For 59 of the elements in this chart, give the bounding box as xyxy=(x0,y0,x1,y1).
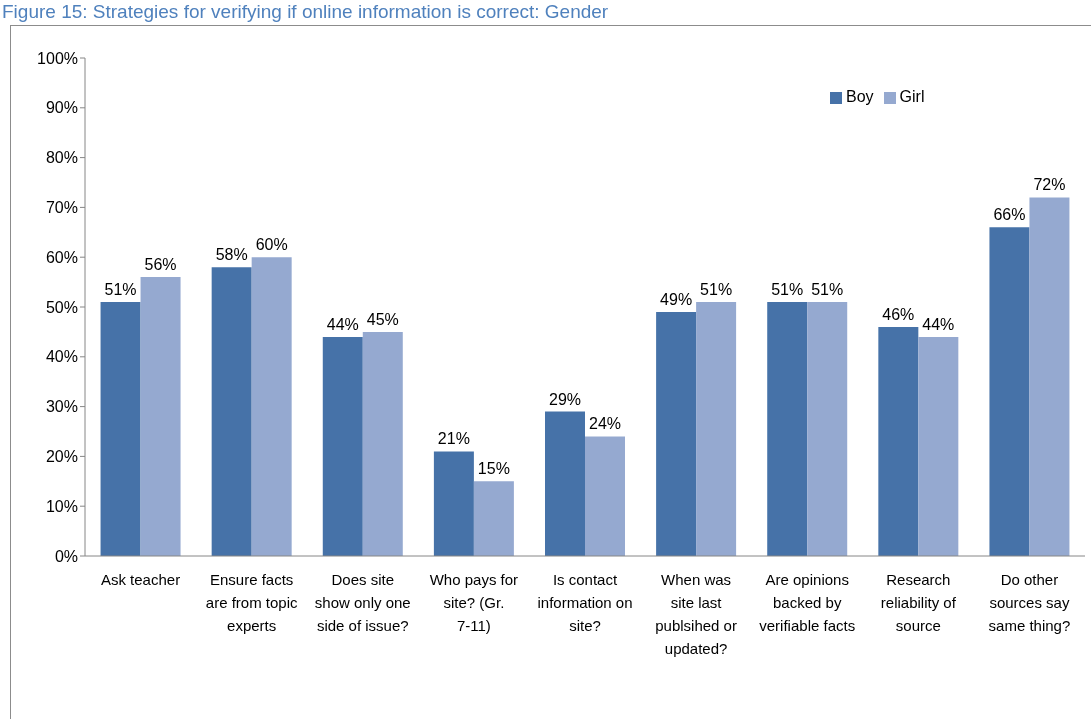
y-tick-label: 80% xyxy=(45,149,78,167)
bar xyxy=(211,267,252,556)
bar xyxy=(1029,197,1070,556)
bar xyxy=(807,302,848,556)
y-tick-label: 0% xyxy=(54,547,78,565)
data-label: 51% xyxy=(104,281,137,299)
x-tick-label: When was site last publsihed or updated? xyxy=(655,570,737,657)
data-label: 66% xyxy=(993,206,1026,224)
y-tick-label: 20% xyxy=(45,448,78,466)
data-label: 58% xyxy=(215,246,248,264)
bar xyxy=(545,411,585,556)
y-tick-label: 10% xyxy=(45,497,78,515)
data-label: 49% xyxy=(660,290,693,308)
bar xyxy=(433,451,474,556)
data-label: 24% xyxy=(588,415,622,433)
data-label: 45% xyxy=(366,310,399,328)
legend-label: Boy xyxy=(846,88,874,105)
legend-label: Girl xyxy=(899,88,925,105)
y-tick-label: 90% xyxy=(45,99,78,117)
x-tick-label: Ask teacher xyxy=(100,570,181,588)
y-tick-label: 60% xyxy=(45,248,78,266)
data-label: 60% xyxy=(255,236,288,254)
data-label: 29% xyxy=(548,390,582,408)
chart-title: Figure 15: Strategies for verifying if online information is correct: Gender xyxy=(2,1,609,23)
y-tick-label: 30% xyxy=(45,398,78,416)
data-label: 44% xyxy=(922,315,955,333)
bar xyxy=(767,302,808,556)
y-tick-label: 100% xyxy=(37,49,78,67)
x-tick-label: Do other sources say same thing? xyxy=(988,570,1071,634)
data-label: 51% xyxy=(700,281,733,299)
bar xyxy=(989,227,1030,556)
x-tick-label: Research reliability of source xyxy=(880,570,957,634)
y-tick-label: 50% xyxy=(45,298,78,316)
bar xyxy=(362,331,403,556)
y-tick-label: 70% xyxy=(45,199,78,217)
bar xyxy=(100,302,141,556)
data-label: 44% xyxy=(326,315,359,333)
bar xyxy=(251,257,292,556)
x-tick-label: Are opinions backed by verifiable facts xyxy=(759,570,856,634)
bar xyxy=(585,436,625,556)
data-label: 72% xyxy=(1033,176,1066,194)
data-label: 15% xyxy=(477,460,510,478)
data-label: 51% xyxy=(771,281,804,299)
y-tick-label: 40% xyxy=(45,348,78,366)
data-label: 56% xyxy=(144,256,177,274)
bar xyxy=(696,302,737,556)
data-label: 51% xyxy=(811,281,844,299)
data-label: 21% xyxy=(437,430,470,448)
data-label: 46% xyxy=(882,305,915,323)
x-tick-label: Does site show only one side of issue? xyxy=(314,570,411,634)
x-tick-label: Ensure facts are from topic experts xyxy=(205,570,299,634)
bar xyxy=(918,336,959,556)
bar xyxy=(322,336,363,556)
bar xyxy=(878,326,919,556)
bar xyxy=(656,311,697,556)
x-tick-label: Who pays for site? (Gr. 7-11) xyxy=(429,570,519,634)
x-tick-label: Is contact information on site? xyxy=(537,570,633,634)
bar xyxy=(140,277,181,556)
bar xyxy=(473,481,514,556)
